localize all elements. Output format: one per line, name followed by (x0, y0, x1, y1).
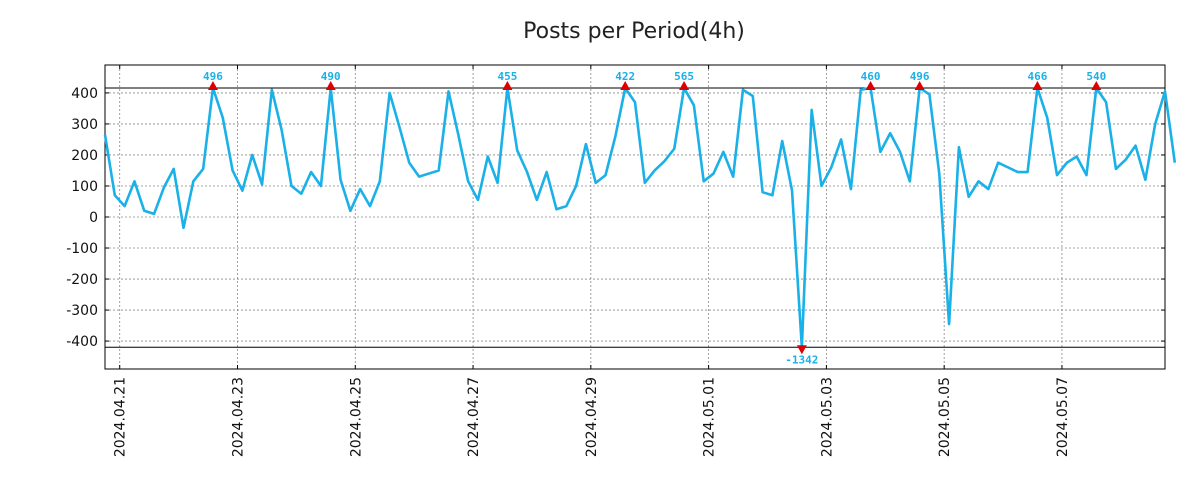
peak-marker (914, 80, 925, 90)
x-axis-ticks: 2024.04.21 2024.04.23 2024.04.25 2024.04.27… (113, 377, 1071, 457)
y-tick-label: -400 (66, 334, 98, 350)
peak-label: 422 (615, 70, 635, 83)
plot-border (104, 64, 1166, 370)
peak-label: 466 (1027, 70, 1047, 83)
peak-marker (865, 80, 876, 90)
peak-marker (796, 345, 807, 355)
y-tick-label: -100 (66, 241, 98, 257)
series-layer (103, 86, 1177, 349)
y-axis-ticks: -400 -300 -200 -100 0 100 200 300 400 (66, 86, 98, 350)
x-tick-label: 2024.04.27 (466, 377, 482, 457)
x-tick-label: 2024.04.21 (113, 377, 129, 457)
y-tick-label: 400 (71, 86, 98, 102)
x-tick-label: 2024.05.07 (1055, 377, 1071, 457)
peak-label: 460 (861, 70, 881, 83)
peak-label: 565 (674, 70, 694, 83)
peak-label: 496 (910, 70, 930, 83)
x-tick-label: 2024.04.25 (348, 377, 364, 457)
peak-marker (679, 80, 690, 90)
peak-label: 540 (1086, 70, 1106, 83)
peak-label: 455 (497, 70, 517, 83)
peak-marker (502, 80, 513, 90)
x-tick-label: 2024.05.03 (819, 377, 835, 457)
peak-marker (620, 80, 631, 90)
peak-marker (207, 80, 218, 90)
peak-label: 490 (321, 70, 341, 83)
chart-title: Posts per Period(4h) (523, 19, 745, 44)
y-tick-label: -300 (66, 303, 98, 319)
peak-markers: 496 490 455 422 565 -1342 460 496 466 540 (203, 70, 1106, 366)
x-tick-label: 2024.05.05 (937, 377, 953, 457)
peak-marker (325, 80, 336, 90)
y-tick-label: 0 (89, 210, 98, 226)
peak-marker (1032, 80, 1043, 90)
plot-frame (104, 64, 1166, 370)
y-tick-label: 200 (71, 148, 98, 164)
x-tick-label: 2024.04.29 (584, 377, 600, 457)
peak-marker (1091, 80, 1102, 90)
peak-label: -1342 (785, 353, 818, 366)
x-tick-label: 2024.04.23 (231, 377, 247, 457)
peak-label: 496 (203, 70, 223, 83)
y-tick-label: 300 (71, 117, 98, 133)
grid (105, 65, 1165, 369)
y-tick-label: -200 (66, 272, 98, 288)
y-tick-label: 100 (71, 179, 98, 195)
x-tick-label: 2024.05.01 (702, 377, 718, 457)
series-line-posts (103, 86, 1177, 349)
